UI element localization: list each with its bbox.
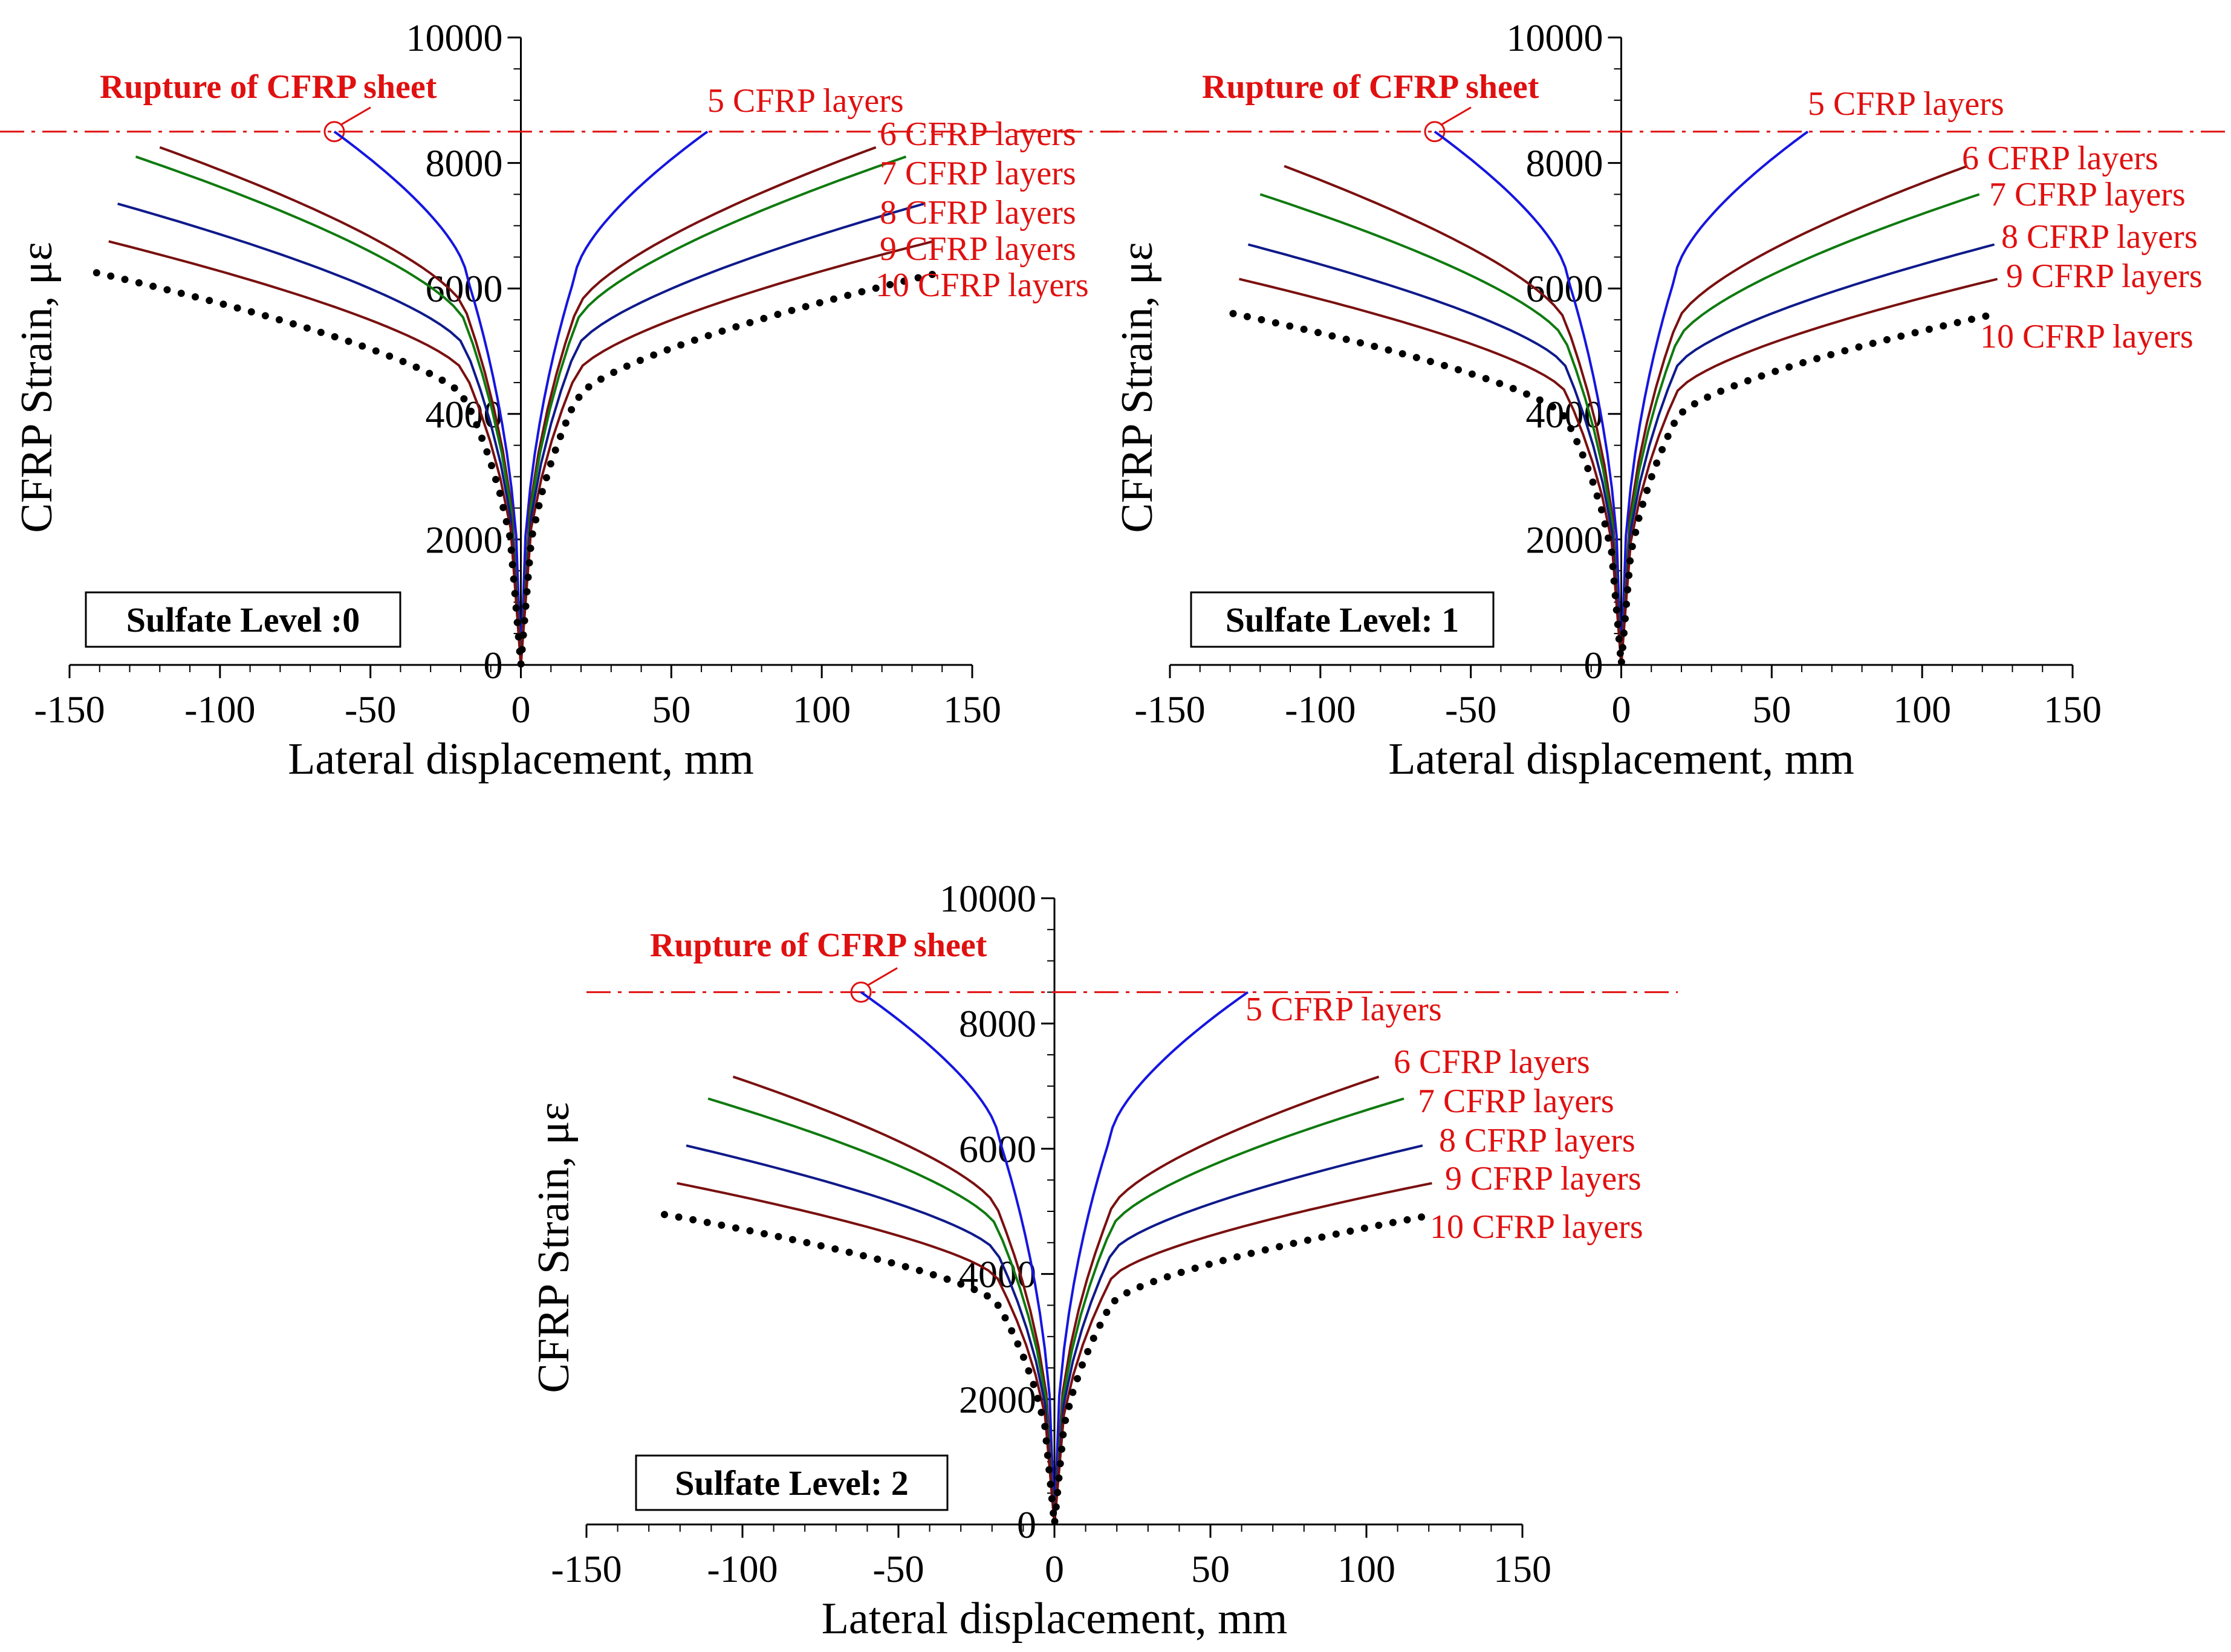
series-line-5 <box>93 269 943 666</box>
rupture-label: Rupture of CFRP sheet <box>1202 68 1539 106</box>
x-tick-label: 0 <box>1045 1547 1064 1590</box>
x-tick-label: 150 <box>2044 688 2102 731</box>
y-axis-label: CFRP Strain, με <box>12 242 62 533</box>
series-label: 7 CFRP layers <box>1989 176 2186 213</box>
y-tick-label: 10000 <box>1507 16 1603 59</box>
y-tick-label: 2000 <box>426 518 503 561</box>
y-axis-label: CFRP Strain, με <box>1112 242 1162 533</box>
series-label: 10 CFRP layers <box>1430 1208 1643 1246</box>
series-label: 8 CFRP layers <box>1439 1122 1635 1159</box>
y-tick-label: 2000 <box>959 1378 1036 1421</box>
series-label: 6 CFRP layers <box>1394 1043 1590 1081</box>
y-tick-label: 2000 <box>1526 518 1603 561</box>
series-label: 7 CFRP layers <box>880 155 1076 192</box>
y-tick-label: 6000 <box>1526 267 1603 310</box>
series-label: 8 CFRP layers <box>2001 218 2198 256</box>
chart-panel-0: -150 -100 -50 0 50 100 15002000400060008000100… <box>0 16 1119 784</box>
y-tick-label: 8000 <box>1526 142 1603 185</box>
x-tick-label: -150 <box>551 1547 622 1590</box>
y-tick-label: 0 <box>1584 644 1603 687</box>
rupture-label: Rupture of CFRP sheet <box>100 68 437 106</box>
x-tick-label: 0 <box>1612 688 1631 731</box>
x-tick-label: -150 <box>1134 688 1205 731</box>
series-label: 5 CFRP layers <box>707 82 904 120</box>
x-tick-label: 0 <box>511 688 531 731</box>
y-axis-label: CFRP Strain, με <box>529 1102 579 1393</box>
rupture-marker <box>323 121 345 143</box>
series-line-5 <box>1229 309 2001 666</box>
x-tick-label: 50 <box>652 688 690 731</box>
rupture-leader <box>341 106 371 125</box>
series-label: 9 CFRP layers <box>1445 1160 1642 1197</box>
series-label: 6 CFRP layers <box>880 115 1076 153</box>
rupture-leader <box>868 967 898 986</box>
series-label: 8 CFRP layers <box>880 194 1076 232</box>
sulfate-level-label: Sulfate Level: 2 <box>675 1463 909 1503</box>
x-tick-label: -50 <box>1445 688 1496 731</box>
series-label: 10 CFRP layers <box>1980 318 2194 355</box>
x-tick-label: 50 <box>1752 688 1791 731</box>
series-label: 7 CFRP layers <box>1418 1083 1614 1120</box>
sulfate-level-box <box>635 1454 949 1511</box>
x-tick-label: -100 <box>1285 688 1356 731</box>
series-label: 9 CFRP layers <box>880 230 1076 268</box>
series-label: 9 CFRP layers <box>2006 258 2203 295</box>
x-axis-label: Lateral displacement, mm <box>822 1594 1288 1644</box>
series-label: 5 CFRP layers <box>1808 85 2004 123</box>
y-tick-label: 8000 <box>959 1002 1036 1045</box>
series-label: 10 CFRP layers <box>875 267 1089 304</box>
x-tick-label: -100 <box>184 688 255 731</box>
rupture-marker <box>1424 121 1446 143</box>
x-tick-label: 150 <box>1493 1547 1551 1590</box>
x-tick-label: -50 <box>345 688 396 731</box>
sulfate-level-box <box>1190 591 1495 648</box>
sulfate-level-label: Sulfate Level: 1 <box>1226 600 1460 640</box>
x-tick-label: -50 <box>872 1547 924 1590</box>
y-tick-label: 0 <box>484 644 503 687</box>
chart-panel-2: -150 -100 -50 0 50 100 15002000400060008000100… <box>529 877 1678 1644</box>
x-tick-label: 150 <box>943 688 1001 731</box>
x-tick-label: 50 <box>1191 1547 1230 1590</box>
y-tick-label: 8000 <box>426 142 503 185</box>
y-tick-label: 10000 <box>406 16 503 59</box>
y-tick-label: 0 <box>1017 1503 1036 1546</box>
x-axis-label: Lateral displacement, mm <box>288 734 754 784</box>
x-tick-label: 100 <box>793 688 851 731</box>
series-line-5 <box>661 1211 1439 1525</box>
series-label: 5 CFRP layers <box>1245 991 1442 1028</box>
y-tick-label: 10000 <box>940 877 1036 920</box>
sulfate-level-label: Sulfate Level :0 <box>126 600 360 640</box>
x-tick-label: 100 <box>1893 688 1951 731</box>
x-tick-label: -100 <box>707 1547 778 1590</box>
chart-panel-1: -150 -100 -50 0 50 100 15002000400060008000100… <box>1100 16 2228 784</box>
x-axis-label: Lateral displacement, mm <box>1388 734 1854 784</box>
sulfate-level-box <box>85 591 401 648</box>
series-label: 6 CFRP layers <box>1962 140 2158 177</box>
y-tick-label: 6000 <box>426 267 503 310</box>
rupture-label: Rupture of CFRP sheet <box>650 927 987 964</box>
x-tick-label: -150 <box>34 688 105 731</box>
x-tick-label: 100 <box>1337 1547 1395 1590</box>
rupture-leader <box>1441 106 1472 125</box>
rupture-marker <box>850 981 872 1003</box>
